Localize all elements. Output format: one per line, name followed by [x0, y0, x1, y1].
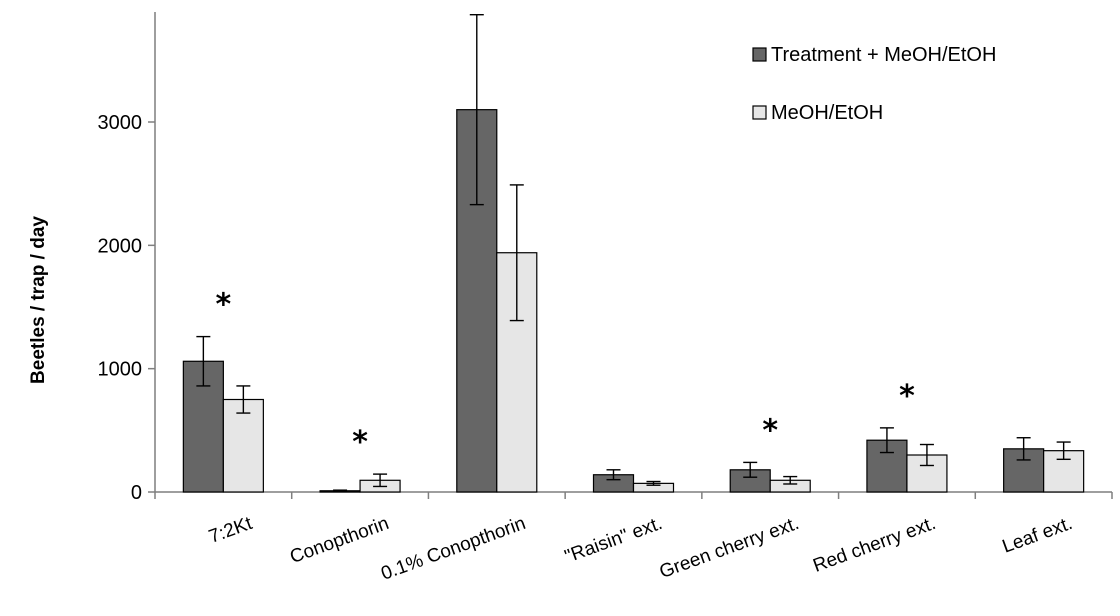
legend-label: Treatment + MeOH/EtOH — [771, 44, 996, 66]
legend-swatch — [752, 47, 767, 62]
y-axis-label: Beetles / trap / day — [28, 216, 49, 384]
x-category-label: Conopthorin — [287, 513, 391, 568]
x-category-label: 0.1% Conopthorin — [378, 513, 528, 585]
x-category-label: Green cherry ext. — [657, 513, 802, 583]
significance-star: * — [352, 425, 368, 460]
bars — [182, 109, 1085, 493]
error-bars — [196, 13, 1071, 493]
bar-control — [222, 398, 264, 493]
x-category-label: Red cherry ext. — [810, 513, 938, 577]
y-tick-label: 1000 — [98, 359, 143, 381]
significance-markers: * * * * — [216, 288, 916, 461]
y-tick-label: 3000 — [98, 112, 143, 134]
x-category-label: "Raisin" ext. — [562, 513, 665, 568]
x-category-label: Leaf ext. — [1000, 513, 1076, 558]
significance-star: * — [216, 288, 232, 323]
significance-star: * — [899, 379, 915, 414]
y-tick-labels: 0 1000 2000 3000 — [98, 112, 143, 504]
significance-star: * — [762, 413, 778, 448]
axes — [148, 12, 1113, 499]
x-category-label: 7:2Kt — [206, 513, 256, 548]
y-tick-label: 0 — [131, 482, 142, 504]
legend: Treatment + MeOH/EtOH MeOH/EtOH — [752, 44, 996, 124]
legend-label: MeOH/EtOH — [771, 102, 883, 124]
y-tick-label: 2000 — [98, 235, 143, 257]
legend-swatch — [752, 105, 767, 120]
